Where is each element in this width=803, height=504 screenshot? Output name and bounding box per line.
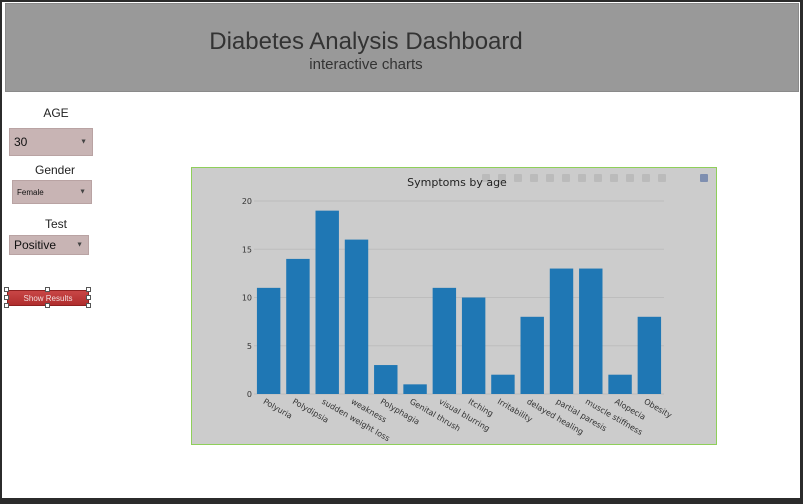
age-label: AGE bbox=[43, 106, 69, 120]
bar-alopecia[interactable] bbox=[608, 374, 632, 394]
bar-obesity[interactable] bbox=[637, 316, 662, 394]
y-tick-label: 10 bbox=[242, 294, 252, 303]
spike-lines-icon[interactable] bbox=[626, 174, 634, 182]
chevron-down-icon: ▼ bbox=[79, 188, 86, 196]
hover-compare-icon[interactable] bbox=[658, 174, 666, 182]
resize-handle[interactable] bbox=[45, 303, 50, 308]
bar-itching[interactable] bbox=[461, 297, 486, 395]
resize-handle[interactable] bbox=[4, 303, 9, 308]
camera-icon[interactable] bbox=[482, 174, 490, 182]
y-tick-label: 0 bbox=[247, 390, 252, 399]
test-select-value: Positive bbox=[14, 238, 57, 252]
chart-modebar bbox=[482, 174, 708, 182]
bar-muscle-stiffness[interactable] bbox=[579, 268, 603, 394]
autoscale-icon[interactable] bbox=[594, 174, 602, 182]
y-axis-ticks: 0 5 10 15 20 bbox=[242, 197, 252, 399]
resize-handle[interactable] bbox=[45, 287, 50, 292]
hover-closest-icon[interactable] bbox=[642, 174, 650, 182]
age-select[interactable]: 30 ▼ bbox=[9, 128, 93, 156]
bar-weakness[interactable] bbox=[344, 239, 369, 394]
test-label: Test bbox=[44, 217, 67, 231]
dashboard-header: Diabetes Analysis Dashboard interactive … bbox=[5, 3, 799, 92]
zoom-icon[interactable] bbox=[498, 174, 506, 182]
x-tick-label: Polyuria bbox=[262, 397, 294, 421]
status-bar bbox=[0, 498, 803, 504]
gender-select-value: Female bbox=[17, 187, 44, 197]
bar-polydipsia[interactable] bbox=[286, 258, 310, 394]
symptoms-chart-panel: 0 5 10 15 20 Polyuria Polydipsia sudden weight… bbox=[191, 167, 717, 445]
chevron-down-icon: ▼ bbox=[80, 138, 87, 146]
bar-delayed-healing[interactable] bbox=[520, 316, 544, 394]
bar-irritability[interactable] bbox=[491, 374, 515, 394]
lasso-icon[interactable] bbox=[546, 174, 554, 182]
bar-polyphagia[interactable] bbox=[374, 365, 398, 394]
x-tick-label: Obesity bbox=[642, 397, 673, 420]
age-select-value: 30 bbox=[14, 135, 28, 149]
app-window: Diabetes Analysis Dashboard interactive … bbox=[2, 2, 800, 498]
zoom-out-icon[interactable] bbox=[578, 174, 586, 182]
bar-sudden-weight-loss[interactable] bbox=[315, 210, 339, 394]
resize-handle[interactable] bbox=[4, 295, 9, 300]
plotly-logo-icon[interactable] bbox=[700, 174, 708, 182]
test-select[interactable]: Positive ▼ bbox=[9, 235, 89, 255]
show-results-button-wrapper: Show Results bbox=[4, 287, 91, 308]
resize-handle[interactable] bbox=[86, 295, 91, 300]
bar-polyuria[interactable] bbox=[256, 287, 281, 394]
resize-handle[interactable] bbox=[86, 287, 91, 292]
page-subtitle: interactive charts bbox=[309, 56, 423, 73]
bar-visual-blurring[interactable] bbox=[432, 287, 457, 394]
zoom-in-icon[interactable] bbox=[562, 174, 570, 182]
chevron-down-icon: ▼ bbox=[76, 241, 83, 249]
page-title: Diabetes Analysis Dashboard bbox=[209, 28, 523, 55]
y-tick-label: 5 bbox=[247, 342, 252, 351]
chart-title: Symptoms by age bbox=[407, 176, 507, 189]
reset-axes-icon[interactable] bbox=[610, 174, 618, 182]
box-select-icon[interactable] bbox=[530, 174, 538, 182]
y-tick-label: 20 bbox=[242, 197, 252, 206]
gender-label: Gender bbox=[34, 163, 76, 177]
pan-icon[interactable] bbox=[514, 174, 522, 182]
bar-partial-paresis[interactable] bbox=[549, 268, 574, 394]
y-tick-label: 15 bbox=[242, 245, 252, 254]
gender-select[interactable]: Female ▼ bbox=[12, 180, 92, 204]
resize-handle[interactable] bbox=[86, 303, 91, 308]
chart-bars bbox=[256, 210, 662, 395]
resize-handle[interactable] bbox=[4, 287, 9, 292]
bar-genital-thrush[interactable] bbox=[403, 384, 427, 394]
